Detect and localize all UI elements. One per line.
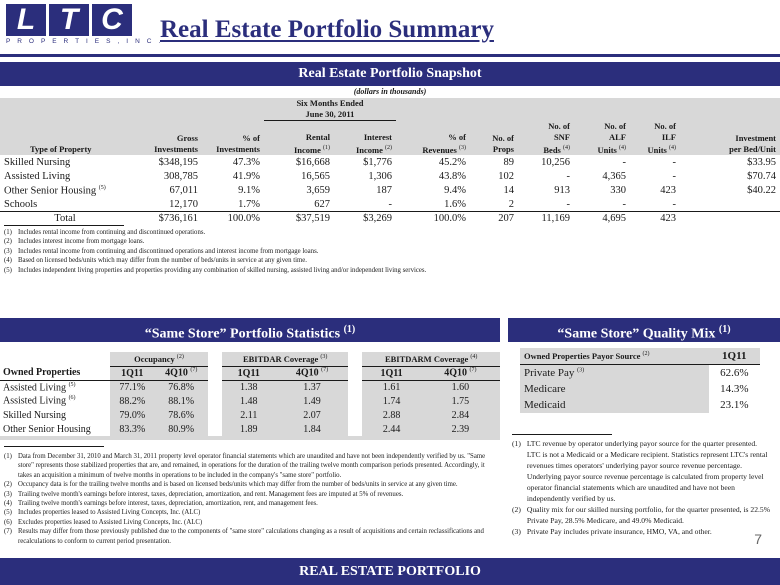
group-ebitdar: EBITDAR Coverage (3) [221, 352, 349, 367]
group-occupancy: Occupancy (2) [110, 352, 208, 367]
title-divider [0, 54, 780, 57]
page-title: Real Estate Portfolio Summary [160, 16, 494, 43]
same-store-table: Occupancy (2) EBITDAR Coverage (3) EBITD… [0, 352, 500, 436]
col-ilf: No. of ILF Units (4) [647, 120, 677, 155]
page-number: 7 [754, 531, 762, 547]
snapshot-table-panel: Six Months Ended June 30, 2011 Type of P… [0, 98, 780, 226]
quality-mix-footnotes: (1) LTC revenue by operator underlying pa… [512, 439, 771, 536]
units-note: (dollars in thousands) [353, 87, 427, 96]
snapshot-footnotes: (1) Includes rental income from continuin… [4, 229, 427, 274]
logo-letter: T [49, 4, 89, 36]
col-interest: Interest Income (2) [355, 131, 392, 155]
logo-subtitle: P R O P E R T I E S , I N C . [6, 38, 163, 45]
col-snf: No. of SNF Beds (4) [543, 120, 570, 155]
table-row: Assisted Living 308,785 41.9% 16,565 1,306… [0, 169, 780, 184]
quality-mix-table: Owned Properties Payor Source (2) 1Q11 P… [520, 348, 760, 413]
group-ebitdarm: EBITDARM Coverage (4) [362, 352, 500, 367]
period-header: Six Months Ended June 30, 2011 [264, 98, 396, 121]
col-pct-investments: % of Investments [216, 133, 260, 155]
col-gross: Gross Investments [154, 133, 198, 155]
table-row: Medicaid 23.1% [520, 396, 760, 413]
table-row: Schools 12,170 1.7% 627- 1.6% 2 -- - [0, 197, 780, 212]
table-row: Private Pay (3) 62.6% [520, 364, 760, 381]
footnote-divider [4, 225, 124, 226]
quality-mix-panel: Owned Properties Payor Source (2) 1Q11 P… [520, 348, 760, 416]
col-type: Type of Property [30, 144, 92, 155]
table-row: Assisted Living (5) 77.1% 76.8% 1.38 1.37 … [0, 380, 500, 394]
table-row: Assisted Living (6) 88.2% 88.1% 1.48 1.49 … [0, 394, 500, 408]
table-row: Medicare 14.3% [520, 380, 760, 397]
same-store-heading: “Same Store” Portfolio Statistics (1) [0, 318, 500, 342]
logo-letter: C [92, 4, 132, 36]
footnote-divider [4, 446, 104, 447]
quality-mix-header-row: Owned Properties Payor Source (2) 1Q11 [520, 348, 760, 365]
total-row: Total $736,161 100.0% $37,519 $3,269 100.0… [0, 211, 780, 226]
col-pct-revenues: % of Revenues (3) [422, 131, 466, 155]
footer-banner: REAL ESTATE PORTFOLIO [0, 558, 780, 585]
same-store-footnotes: (1) Data from December 31, 2010 and March… [4, 453, 486, 545]
table-row: Other Senior Housing (5) 67,011 9.1% 3,65… [0, 183, 780, 198]
table-row: Other Senior Housing 83.3% 80.9% 1.89 1.84… [0, 422, 500, 436]
quality-mix-heading: “Same Store” Quality Mix (1) [508, 318, 780, 342]
same-store-header-row: Owned Properties 1Q11 4Q10 (7) 1Q11 4Q10… [0, 366, 500, 381]
snapshot-table: Six Months Ended June 30, 2011 Type of P… [0, 98, 780, 226]
logo-letter: L [6, 4, 46, 36]
same-store-panel: Occupancy (2) EBITDAR Coverage (3) EBITD… [0, 352, 500, 440]
col-rental: Rental Income (1) [293, 131, 330, 155]
snapshot-heading: Real Estate Portfolio Snapshot [0, 62, 780, 86]
snapshot-header-row: Type of Property Gross Investments % of In… [0, 121, 780, 156]
footnote-divider [512, 434, 612, 435]
table-row: Skilled Nursing $348,195 47.3% $16,668 $1,… [0, 155, 780, 170]
table-row: Skilled Nursing 79.0% 78.6% 2.11 2.07 2.88… [0, 408, 500, 422]
company-logo: L T C P R O P E R T I E S , I N C . [6, 4, 163, 48]
col-alf: No. of ALF Units (4) [597, 120, 627, 155]
col-props: No. of Props [492, 133, 514, 155]
col-investment-per-bed: Investment per Bed/Unit [729, 133, 776, 155]
